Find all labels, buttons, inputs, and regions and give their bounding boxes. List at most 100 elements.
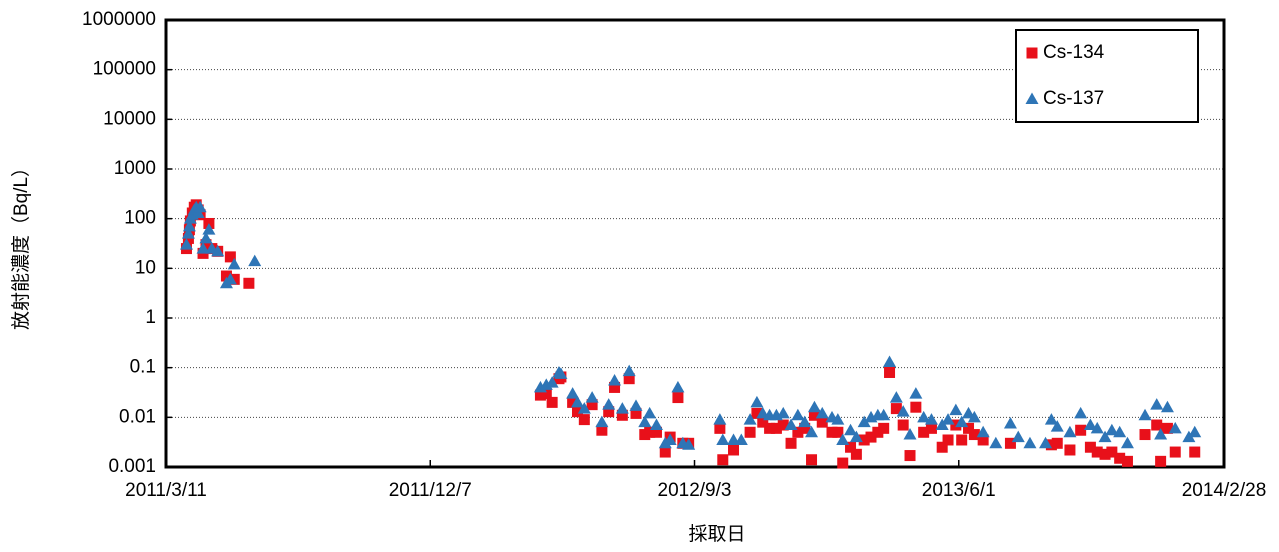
square-marker <box>845 441 857 453</box>
square-marker <box>956 434 968 446</box>
triangle-marker <box>227 257 241 270</box>
square-marker <box>1091 446 1103 458</box>
square-marker <box>1004 437 1016 449</box>
triangle-marker <box>836 433 850 445</box>
triangle-marker <box>1003 417 1017 429</box>
square-marker <box>1169 446 1181 458</box>
triangle-marker <box>889 391 903 403</box>
square-marker <box>1064 444 1076 456</box>
triangle-marker <box>181 227 195 239</box>
square-marker <box>837 457 849 469</box>
y-tick-label: 0.01 <box>119 406 156 427</box>
triangle-marker <box>608 374 622 386</box>
triangle-marker <box>663 433 677 445</box>
triangle-marker <box>909 387 923 399</box>
triangle-marker <box>223 272 237 285</box>
triangle-marker <box>949 403 963 416</box>
triangle-marker <box>602 398 616 410</box>
triangle-marker <box>182 219 196 232</box>
triangle-marker <box>903 428 917 440</box>
square-marker <box>200 239 212 251</box>
triangle-marker <box>716 433 730 445</box>
square-marker <box>1106 446 1118 458</box>
triangle-marker <box>202 223 216 235</box>
triangle-marker <box>248 254 262 267</box>
square-marker <box>936 441 948 453</box>
triangle-marker <box>1150 398 1164 410</box>
x-tick-label: 2011/3/11 <box>125 480 207 501</box>
y-axis-label: 放射能濃度（Bq/L） <box>10 158 32 330</box>
square-marker <box>884 366 896 378</box>
square-marker <box>220 270 232 282</box>
square-marker <box>224 251 236 263</box>
triangle-marker <box>976 425 990 438</box>
square-marker <box>1161 422 1173 434</box>
y-tick-label: 0.001 <box>108 456 156 477</box>
triangle-marker <box>638 415 652 428</box>
square-marker <box>832 426 844 438</box>
square-marker <box>567 396 579 408</box>
triangle-marker <box>1120 436 1134 449</box>
square-marker <box>596 424 608 436</box>
triangle-marker <box>844 423 858 436</box>
legend-box <box>1015 29 1199 123</box>
square-marker <box>826 426 838 438</box>
square-marker <box>904 450 916 462</box>
x-tick-label: 2013/6/1 <box>922 480 996 501</box>
y-tick-label: 10 <box>135 257 156 278</box>
y-tick-label: 100000 <box>93 59 156 80</box>
triangle-marker <box>1074 406 1088 419</box>
triangle-marker <box>750 395 764 408</box>
triangle-marker <box>805 425 819 438</box>
triangle-marker <box>831 413 845 425</box>
triangle-marker <box>1050 420 1064 432</box>
square-marker <box>1026 47 1038 59</box>
square-marker <box>785 437 797 449</box>
triangle-marker <box>179 238 193 250</box>
triangle-marker <box>1023 436 1037 449</box>
triangle-marker <box>196 242 210 254</box>
triangle-marker <box>643 406 657 419</box>
triangle-marker <box>896 405 910 417</box>
triangle-marker <box>784 418 798 431</box>
square-marker <box>872 426 884 438</box>
square-marker <box>714 422 726 434</box>
square-marker <box>918 426 930 438</box>
triangle-marker <box>577 402 591 414</box>
square-marker <box>1155 455 1167 467</box>
triangle-marker <box>1154 428 1168 440</box>
y-tick-label: 1 <box>145 307 156 328</box>
triangle-marker <box>682 438 696 450</box>
triangle-marker <box>883 355 897 368</box>
square-marker <box>1051 437 1063 449</box>
square-marker <box>1189 446 1201 458</box>
triangle-marker <box>798 415 812 428</box>
square-marker <box>744 426 756 438</box>
square-marker <box>963 422 975 434</box>
triangle-marker <box>193 200 207 213</box>
triangle-marker <box>1160 400 1174 413</box>
triangle-marker <box>877 408 891 421</box>
square-marker <box>1139 429 1151 441</box>
square-marker <box>865 431 877 443</box>
square-marker <box>1114 452 1126 464</box>
legend-label: Cs-137 <box>1043 88 1104 109</box>
square-marker <box>1075 424 1087 436</box>
square-marker <box>672 392 684 404</box>
square-marker <box>925 422 937 434</box>
square-marker <box>977 434 989 446</box>
square-marker <box>816 416 828 428</box>
square-marker <box>571 406 583 418</box>
triangle-marker <box>791 408 805 421</box>
square-marker <box>243 277 255 289</box>
triangle-marker <box>815 406 829 419</box>
square-marker <box>650 426 662 438</box>
y-tick-label: 100 <box>124 208 156 229</box>
triangle-marker <box>849 430 863 443</box>
y-tick-label: 1000 <box>114 158 156 179</box>
triangle-marker <box>1098 430 1112 443</box>
square-marker <box>770 422 782 434</box>
triangle-marker <box>807 400 821 413</box>
square-marker <box>728 444 740 456</box>
